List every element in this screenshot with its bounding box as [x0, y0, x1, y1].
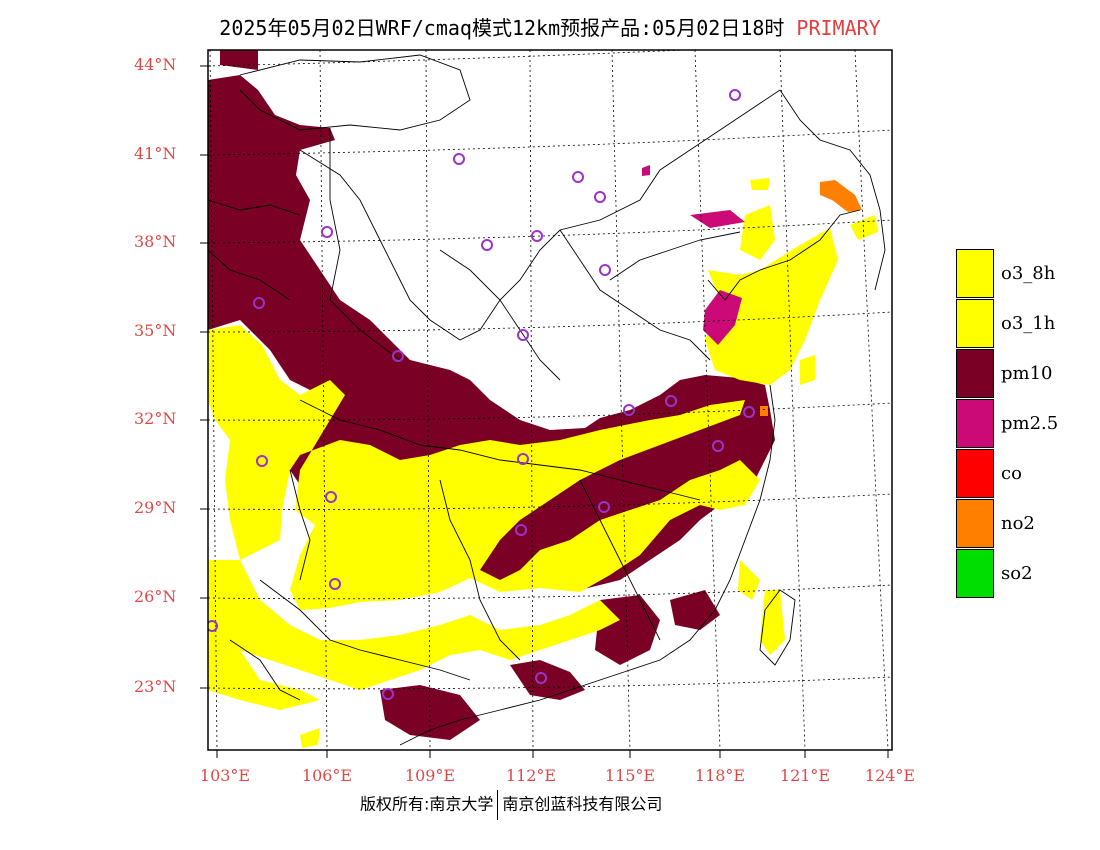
footer-divider [497, 790, 499, 820]
copyright-right: 南京创蓝科技有限公司 [502, 794, 663, 814]
legend-label: no2 [1001, 513, 1035, 534]
pm2_5-area [642, 165, 745, 345]
lat-label-23n: 23°N [134, 677, 177, 696]
boundary-lines [208, 54, 886, 746]
lat-label-35n: 35°N [134, 321, 177, 340]
lat-label-44n: 44°N [134, 55, 177, 74]
legend-label: pm2.5 [1001, 413, 1059, 434]
legend-swatch [956, 449, 994, 498]
map-frame [207, 49, 893, 751]
map-title-tag: PRIMARY [796, 16, 881, 40]
axis-ticks [200, 65, 889, 758]
lon-label-109e: 109°E [404, 766, 456, 785]
legend-label: o3_8h [1001, 263, 1056, 284]
legend-swatch [956, 499, 994, 548]
legend-swatch [956, 249, 994, 298]
lon-label-112e: 112°E [505, 766, 557, 785]
legend-swatch [956, 299, 994, 348]
legend-label: pm10 [1001, 363, 1053, 384]
city-markers [208, 89, 755, 700]
map-title: 2025年05月02日WRF/cmaq模式12km预报产品:05月02日18时 P… [0, 12, 1100, 41]
lat-label-32n: 32°N [134, 409, 177, 428]
legend-swatch [956, 399, 994, 448]
legend-label: co [1001, 463, 1022, 484]
legend-label: so2 [1001, 563, 1033, 584]
lat-label-29n: 29°N [134, 498, 177, 517]
lon-label-106e: 106°E [301, 766, 353, 785]
lon-label-115e: 115°E [604, 766, 656, 785]
no2-area [760, 180, 862, 416]
map-title-main: 2025年05月02日WRF/cmaq模式12km预报产品:05月02日18时 [219, 16, 785, 40]
graticule [208, 50, 892, 750]
lon-label-124e: 124°E [864, 766, 916, 785]
lat-label-26n: 26°N [134, 587, 177, 606]
legend-swatch [956, 349, 994, 398]
legend-label: o3_1h [1001, 313, 1056, 334]
lat-label-38n: 38°N [134, 232, 177, 251]
lat-label-41n: 41°N [134, 144, 177, 163]
lon-label-121e: 121°E [779, 766, 831, 785]
o3-area [208, 178, 878, 748]
lon-label-118e: 118°E [694, 766, 746, 785]
copyright-footer: 版权所有:南京大学 南京创蓝科技有限公司 [360, 790, 662, 820]
lon-label-103e: 103°E [199, 766, 251, 785]
legend-swatch [956, 549, 994, 598]
copyright-left: 版权所有:南京大学 [360, 794, 494, 814]
